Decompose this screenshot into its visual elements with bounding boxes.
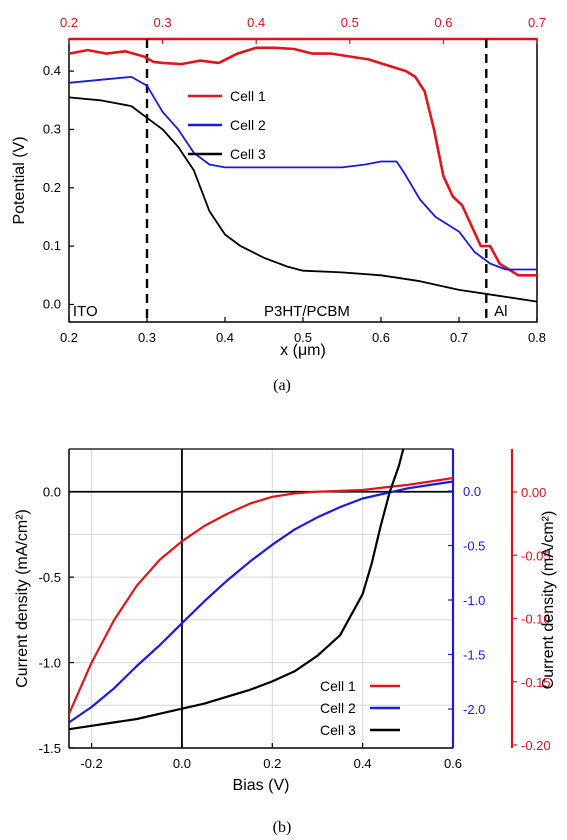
blue-tick-label: -1.5 (463, 648, 485, 663)
panel-label-a: (a) (273, 377, 291, 394)
series-line-cell-2 (68, 76, 537, 271)
series-line-cell-1 (69, 476, 453, 715)
y-tick-label: -1.5 (39, 741, 61, 756)
y-tick-label: 0.0 (43, 296, 61, 311)
x-tick-label: 0.2 (60, 330, 78, 345)
x-tick-label: 0.3 (138, 330, 156, 345)
y-tick-label: 0.4 (43, 63, 61, 78)
red-tick-label: 0.00 (521, 485, 546, 500)
x-tick-label: 0.6 (444, 756, 462, 771)
top-tick-label: 0.6 (434, 15, 452, 30)
blue-tick-label: -1.0 (463, 593, 485, 608)
x-axis-title-b: Bias (V) (233, 777, 290, 794)
top-tick-label: 0.3 (154, 15, 172, 30)
blue-tick-label: -0.5 (463, 539, 485, 554)
y-axis-title-right-b: Current density (mA/cm²) (540, 511, 557, 690)
y-tick-label: 0.1 (43, 238, 61, 253)
x-axis-title-a: x (μm) (280, 342, 326, 359)
panel-a: 0.2 0.3 0.4 0.5 0.6 0.7 0.8 0.2 0.3 0.4 0.5 0.6 0.7 0… (11, 15, 546, 394)
region-label: ITO (73, 303, 98, 320)
legend-label: Cell 2 (320, 700, 356, 716)
series-line-cell-1 (68, 46, 537, 277)
x-tick-label: 0.6 (372, 330, 390, 345)
legend-label: Cell 3 (320, 722, 356, 738)
red-tick-label: -0.20 (521, 738, 551, 753)
x-tick-label: 0.4 (354, 756, 372, 771)
legend-label: Cell 3 (230, 146, 266, 162)
red-tick-label: -0.05 (521, 548, 551, 563)
y-tick-label: 0.3 (43, 121, 61, 136)
red-tick-label: -0.10 (521, 612, 551, 627)
x-tick-label: 0.0 (173, 756, 191, 771)
y-tick-label: 0.0 (43, 485, 61, 500)
panel-b: -0.2 0.0 0.2 0.4 0.6 -1.5 -1.0 -0.5 0.0 -2.0 -1.5 -… (14, 448, 557, 836)
top-tick-label: 0.4 (247, 15, 265, 30)
top-tick-label: 0.5 (341, 15, 359, 30)
red-tick-label: -0.15 (521, 675, 551, 690)
x-tick-label: 0.5 (294, 330, 312, 345)
y-axis-title-b: Current density (mA/cm²) (14, 509, 31, 688)
top-tick-label: 0.7 (528, 15, 546, 30)
blue-tick-label: 0.0 (463, 484, 481, 499)
region-label: Al (494, 303, 507, 320)
legend-label: Cell 1 (230, 88, 266, 104)
panel-label-b: (b) (273, 819, 292, 836)
x-tick-label: 0.4 (216, 330, 234, 345)
y-axis-title-a: Potential (V) (11, 136, 28, 224)
y-tick-label: -0.5 (39, 570, 61, 585)
legend-label: Cell 2 (230, 117, 266, 133)
series-line-cell-3 (69, 449, 405, 731)
y-tick-label: -1.0 (39, 656, 61, 671)
x-tick-label: 0.2 (263, 756, 281, 771)
x-tick-label: -0.2 (80, 756, 102, 771)
series-line-cell-3 (68, 96, 538, 303)
top-tick-label: 0.2 (60, 15, 78, 30)
blue-tick-label: -2.0 (463, 702, 485, 717)
y-tick-label: 0.2 (43, 180, 61, 195)
region-label: P3HT/PCBM (264, 303, 350, 320)
x-tick-label: 0.7 (450, 330, 468, 345)
legend-label: Cell 1 (320, 678, 356, 694)
x-tick-label: 0.8 (528, 330, 546, 345)
